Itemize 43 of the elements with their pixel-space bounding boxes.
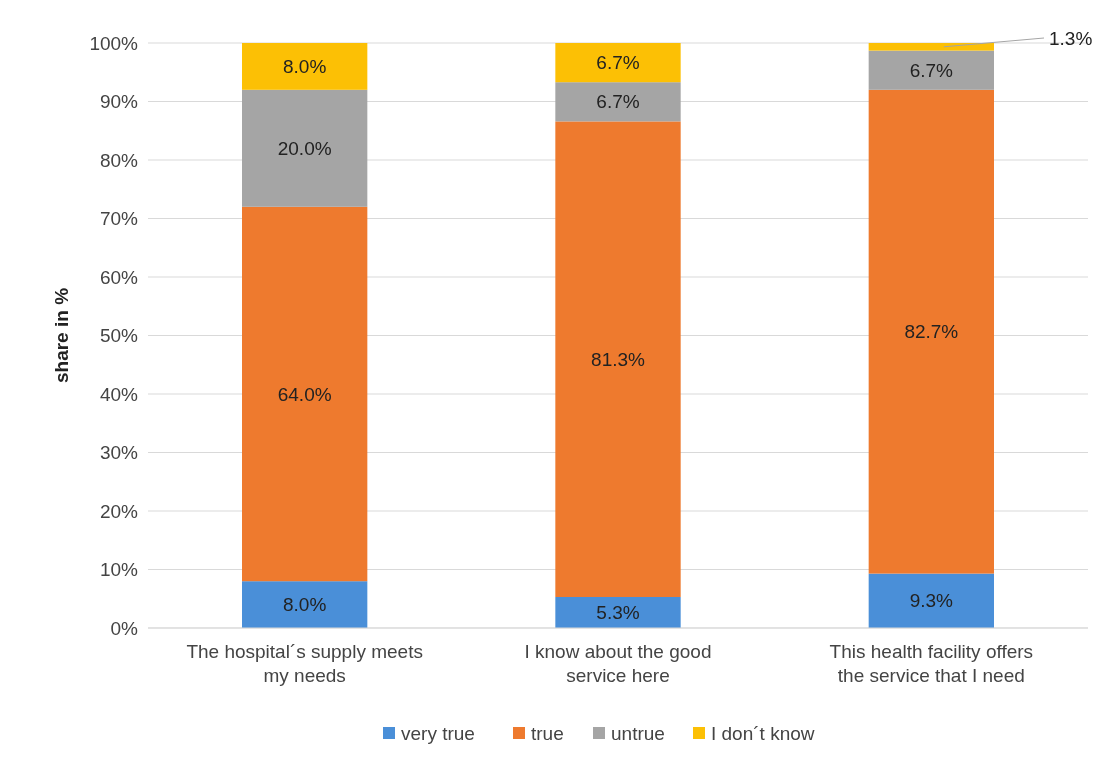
y-axis-title: share in % bbox=[51, 287, 72, 384]
y-tick-label: 80% bbox=[99, 149, 139, 171]
bar bbox=[555, 43, 681, 83]
bar bbox=[242, 206, 368, 582]
bar bbox=[868, 43, 994, 51]
y-tick-label: 70% bbox=[99, 208, 139, 229]
y-tick-label: 50% bbox=[99, 325, 139, 346]
bar bbox=[555, 121, 681, 597]
y-tick-label: 100% bbox=[89, 32, 139, 54]
y-tick-label: 30% bbox=[99, 442, 139, 463]
y-tick-label: 40% bbox=[99, 383, 139, 405]
data-label: 6.7% bbox=[596, 91, 640, 113]
bar bbox=[242, 89, 368, 207]
bar bbox=[242, 43, 368, 90]
data-label: 5.3% bbox=[596, 602, 640, 623]
legend-label: untrue bbox=[611, 722, 665, 744]
x-tick-label: The hospital´s supply meets my needs bbox=[186, 641, 423, 686]
data-label: 8.0% bbox=[283, 55, 327, 77]
legend-label: true bbox=[531, 722, 564, 744]
legend-label: I don´t know bbox=[711, 722, 815, 744]
y-tick-label: 0% bbox=[110, 617, 139, 639]
y-tick-label: 20% bbox=[99, 500, 139, 522]
data-label: 6.7% bbox=[596, 52, 640, 74]
data-label: 9.3% bbox=[909, 590, 954, 612]
y-tick-label: 60% bbox=[99, 266, 139, 288]
bar bbox=[555, 597, 681, 628]
bar bbox=[868, 573, 994, 628]
y-tick-label: 10% bbox=[99, 559, 139, 580]
data-label: 81.3% bbox=[591, 348, 646, 370]
data-label: 20.0% bbox=[277, 137, 332, 159]
bar bbox=[868, 50, 994, 90]
data-label: 6.7% bbox=[909, 59, 954, 81]
bar bbox=[555, 82, 681, 122]
legend-label: very true bbox=[401, 722, 475, 744]
y-tick-label: 90% bbox=[99, 91, 139, 112]
bar bbox=[868, 89, 994, 574]
x-tick-label: I know about the good service here bbox=[524, 641, 712, 686]
x-tick-label: This health facility offers the service that I need bbox=[829, 641, 1034, 686]
data-label: 82.7% bbox=[904, 321, 959, 343]
data-label: 64.0% bbox=[277, 383, 332, 405]
data-label: 1.3% bbox=[1049, 27, 1093, 49]
data-label: 8.0% bbox=[283, 594, 327, 616]
bar bbox=[242, 581, 368, 628]
